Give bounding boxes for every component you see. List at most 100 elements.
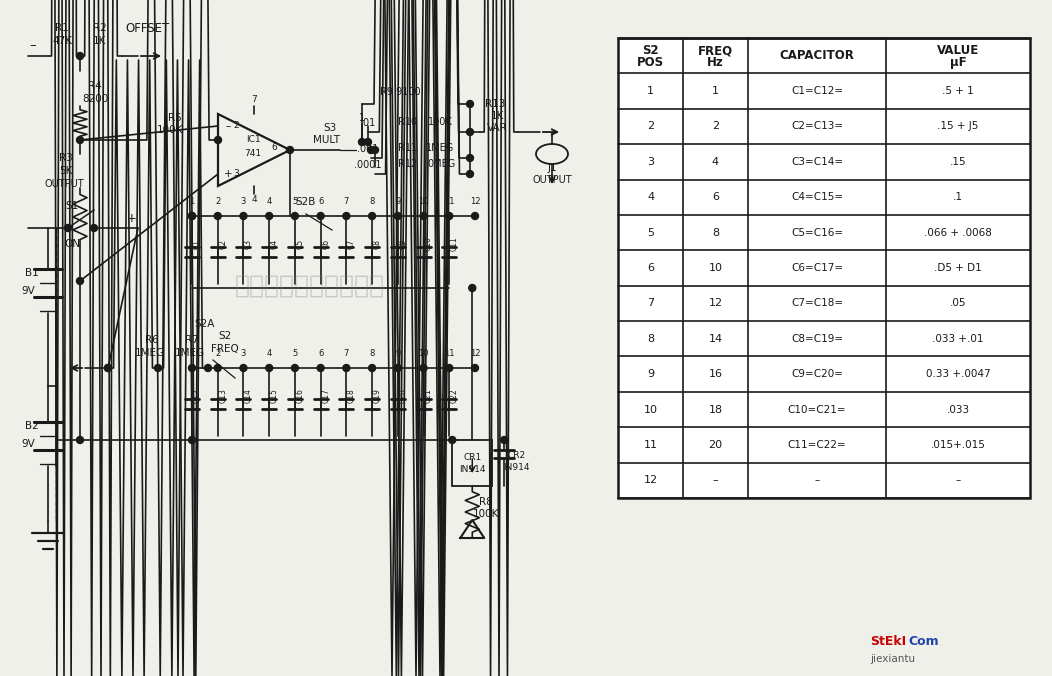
Text: 9V: 9V — [21, 439, 35, 449]
Circle shape — [466, 170, 473, 178]
Text: OUTPUT: OUTPUT — [44, 179, 84, 189]
Text: IN914: IN914 — [503, 464, 529, 473]
Text: R1: R1 — [55, 23, 68, 33]
Text: S1: S1 — [65, 201, 79, 211]
Text: C2: C2 — [218, 239, 227, 249]
Text: 0.33 +.0047: 0.33 +.0047 — [926, 369, 990, 379]
Text: 10: 10 — [708, 263, 723, 273]
Text: 20: 20 — [708, 440, 723, 450]
Text: C14: C14 — [244, 389, 252, 404]
Text: 9: 9 — [647, 369, 654, 379]
Text: jiexiantu: jiexiantu — [870, 654, 915, 664]
Circle shape — [215, 212, 221, 220]
Text: 6: 6 — [647, 263, 654, 273]
Text: R5: R5 — [168, 113, 182, 123]
Circle shape — [359, 139, 365, 145]
Text: 7: 7 — [344, 197, 349, 206]
Circle shape — [77, 53, 83, 59]
Text: 12: 12 — [708, 298, 723, 308]
Text: R8: R8 — [480, 497, 493, 507]
Text: 5: 5 — [292, 349, 298, 358]
Text: .15: .15 — [950, 157, 967, 167]
Text: –: – — [712, 475, 719, 485]
Text: C9: C9 — [399, 239, 407, 249]
Text: 11: 11 — [444, 197, 454, 206]
Circle shape — [446, 212, 452, 220]
Circle shape — [364, 139, 371, 145]
Text: FREQ: FREQ — [697, 44, 733, 57]
Text: R4: R4 — [88, 81, 102, 91]
Text: 8: 8 — [369, 197, 375, 206]
Circle shape — [291, 212, 299, 220]
Circle shape — [343, 212, 350, 220]
Circle shape — [501, 437, 508, 443]
Text: 12: 12 — [470, 197, 481, 206]
Text: +: + — [127, 212, 137, 224]
Text: –: – — [814, 475, 820, 485]
Text: 100K: 100K — [473, 509, 500, 519]
Text: S2B: S2B — [296, 197, 317, 207]
Text: 2: 2 — [647, 122, 654, 131]
Text: C16: C16 — [296, 389, 304, 404]
Text: C10=C21=: C10=C21= — [788, 404, 846, 414]
Text: 7: 7 — [647, 298, 654, 308]
Text: C5: C5 — [296, 239, 304, 249]
Text: 9V: 9V — [21, 286, 35, 296]
Text: B1: B1 — [25, 268, 39, 278]
Text: C21: C21 — [424, 389, 433, 404]
Text: C6=C17=: C6=C17= — [791, 263, 843, 273]
Text: 8200: 8200 — [82, 94, 108, 104]
Text: .1: .1 — [953, 192, 963, 202]
Text: 12: 12 — [644, 475, 658, 485]
Text: OUTPUT: OUTPUT — [532, 175, 572, 185]
Circle shape — [266, 212, 272, 220]
Text: C1=C12=: C1=C12= — [791, 86, 843, 96]
Text: 1MEG: 1MEG — [135, 348, 165, 358]
Text: 2: 2 — [712, 122, 720, 131]
Text: R11: R11 — [399, 143, 418, 153]
Text: S3: S3 — [323, 123, 337, 133]
Text: 7: 7 — [251, 95, 257, 105]
Text: C11=C22=: C11=C22= — [788, 440, 847, 450]
Text: 3: 3 — [241, 349, 246, 358]
Text: 2: 2 — [215, 349, 220, 358]
Circle shape — [155, 364, 162, 372]
Text: 47K: 47K — [52, 36, 72, 46]
Text: C18: C18 — [347, 389, 356, 404]
Circle shape — [394, 212, 401, 220]
Text: R9 9100: R9 9100 — [380, 87, 421, 97]
Text: 11: 11 — [444, 349, 454, 358]
Circle shape — [204, 364, 211, 372]
Text: .05: .05 — [950, 298, 966, 308]
Text: 4: 4 — [266, 197, 271, 206]
Text: C5=C16=: C5=C16= — [791, 228, 843, 238]
Text: R7: R7 — [185, 335, 199, 345]
Circle shape — [466, 155, 473, 162]
Text: 2: 2 — [234, 122, 239, 130]
Text: C12: C12 — [193, 389, 202, 404]
Text: CAPACITOR: CAPACITOR — [780, 49, 854, 62]
Circle shape — [446, 364, 452, 372]
Text: 741: 741 — [244, 149, 262, 158]
Circle shape — [367, 147, 375, 153]
Text: 4: 4 — [251, 195, 257, 205]
Text: 4: 4 — [647, 192, 654, 202]
Text: 1: 1 — [712, 86, 719, 96]
Circle shape — [466, 101, 473, 107]
Text: –: – — [29, 39, 37, 53]
Text: C17: C17 — [321, 389, 330, 404]
Circle shape — [188, 437, 196, 443]
Text: B2: B2 — [25, 421, 39, 431]
Text: C4: C4 — [269, 239, 279, 249]
Text: POS: POS — [636, 56, 664, 69]
Text: C7=C18=: C7=C18= — [791, 298, 843, 308]
Text: J1: J1 — [547, 163, 557, 173]
Text: 3: 3 — [647, 157, 654, 167]
Text: C20: C20 — [399, 389, 407, 404]
Circle shape — [469, 285, 476, 291]
Text: 1: 1 — [189, 197, 195, 206]
Text: 4: 4 — [712, 157, 720, 167]
Circle shape — [420, 364, 427, 372]
Text: C7: C7 — [347, 239, 356, 249]
Text: .0001: .0001 — [355, 160, 382, 170]
